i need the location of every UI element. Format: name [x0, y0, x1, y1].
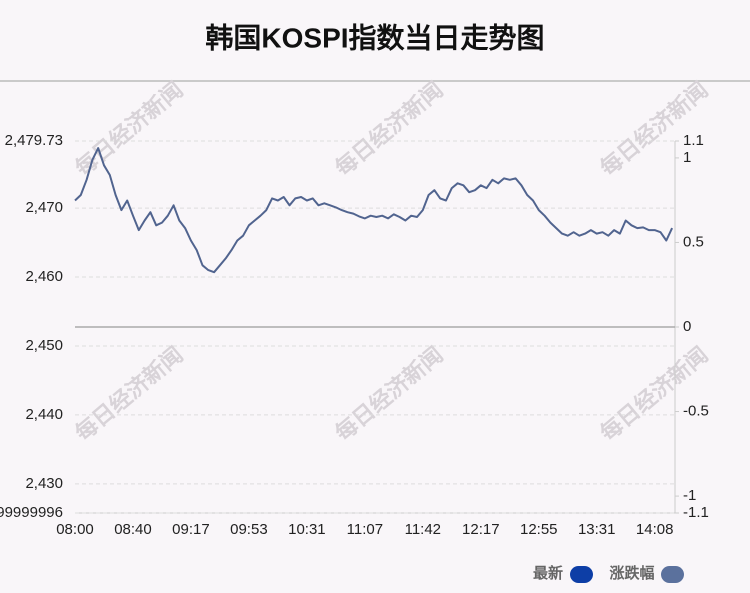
legend-swatch — [661, 566, 684, 583]
y2-tick-label: 0.5 — [683, 233, 704, 250]
y-tick-label: 2,460 — [25, 268, 63, 285]
y-tick-label: 2,479.73 — [5, 132, 63, 149]
y-tick-label: 2,430 — [25, 475, 63, 492]
x-tick-label: 11:07 — [347, 521, 383, 538]
y2-tick-label: 0 — [683, 318, 691, 335]
y2-tick-label: -1 — [683, 487, 696, 504]
x-tick-label: 09:53 — [230, 521, 268, 538]
legend-label: 最新 — [533, 564, 563, 582]
y2-tick-label: 1.1 — [683, 132, 704, 149]
price-line — [74, 147, 674, 274]
legend-swatch — [570, 566, 593, 583]
y2-tick-label: -0.5 — [683, 403, 709, 420]
x-tick-label: 08:40 — [114, 521, 152, 538]
legend-label: 涨跌幅 — [609, 564, 654, 582]
y-tick-label: 2,440 — [25, 406, 63, 423]
x-tick-label: 14:08 — [636, 521, 674, 538]
x-tick-label: 13:31 — [578, 521, 616, 538]
x-tick-label: 09:17 — [172, 521, 210, 538]
x-tick-label: 12:17 — [462, 521, 500, 538]
x-tick-label: 11:42 — [405, 521, 441, 538]
x-tick-label: 12:55 — [520, 521, 558, 538]
y-tick-label: 2,450 — [25, 337, 63, 354]
y-tick-label: 2,425.7699999996 — [0, 504, 63, 521]
y2-tick-label: -1.1 — [683, 504, 709, 521]
chart-title: 韩国KOSPI指数当日走势图 — [205, 22, 544, 53]
x-tick-label: 10:31 — [288, 521, 326, 538]
y2-tick-label: 1 — [683, 149, 691, 166]
y-tick-label: 2,470 — [25, 199, 63, 216]
x-tick-label: 08:00 — [56, 521, 94, 538]
